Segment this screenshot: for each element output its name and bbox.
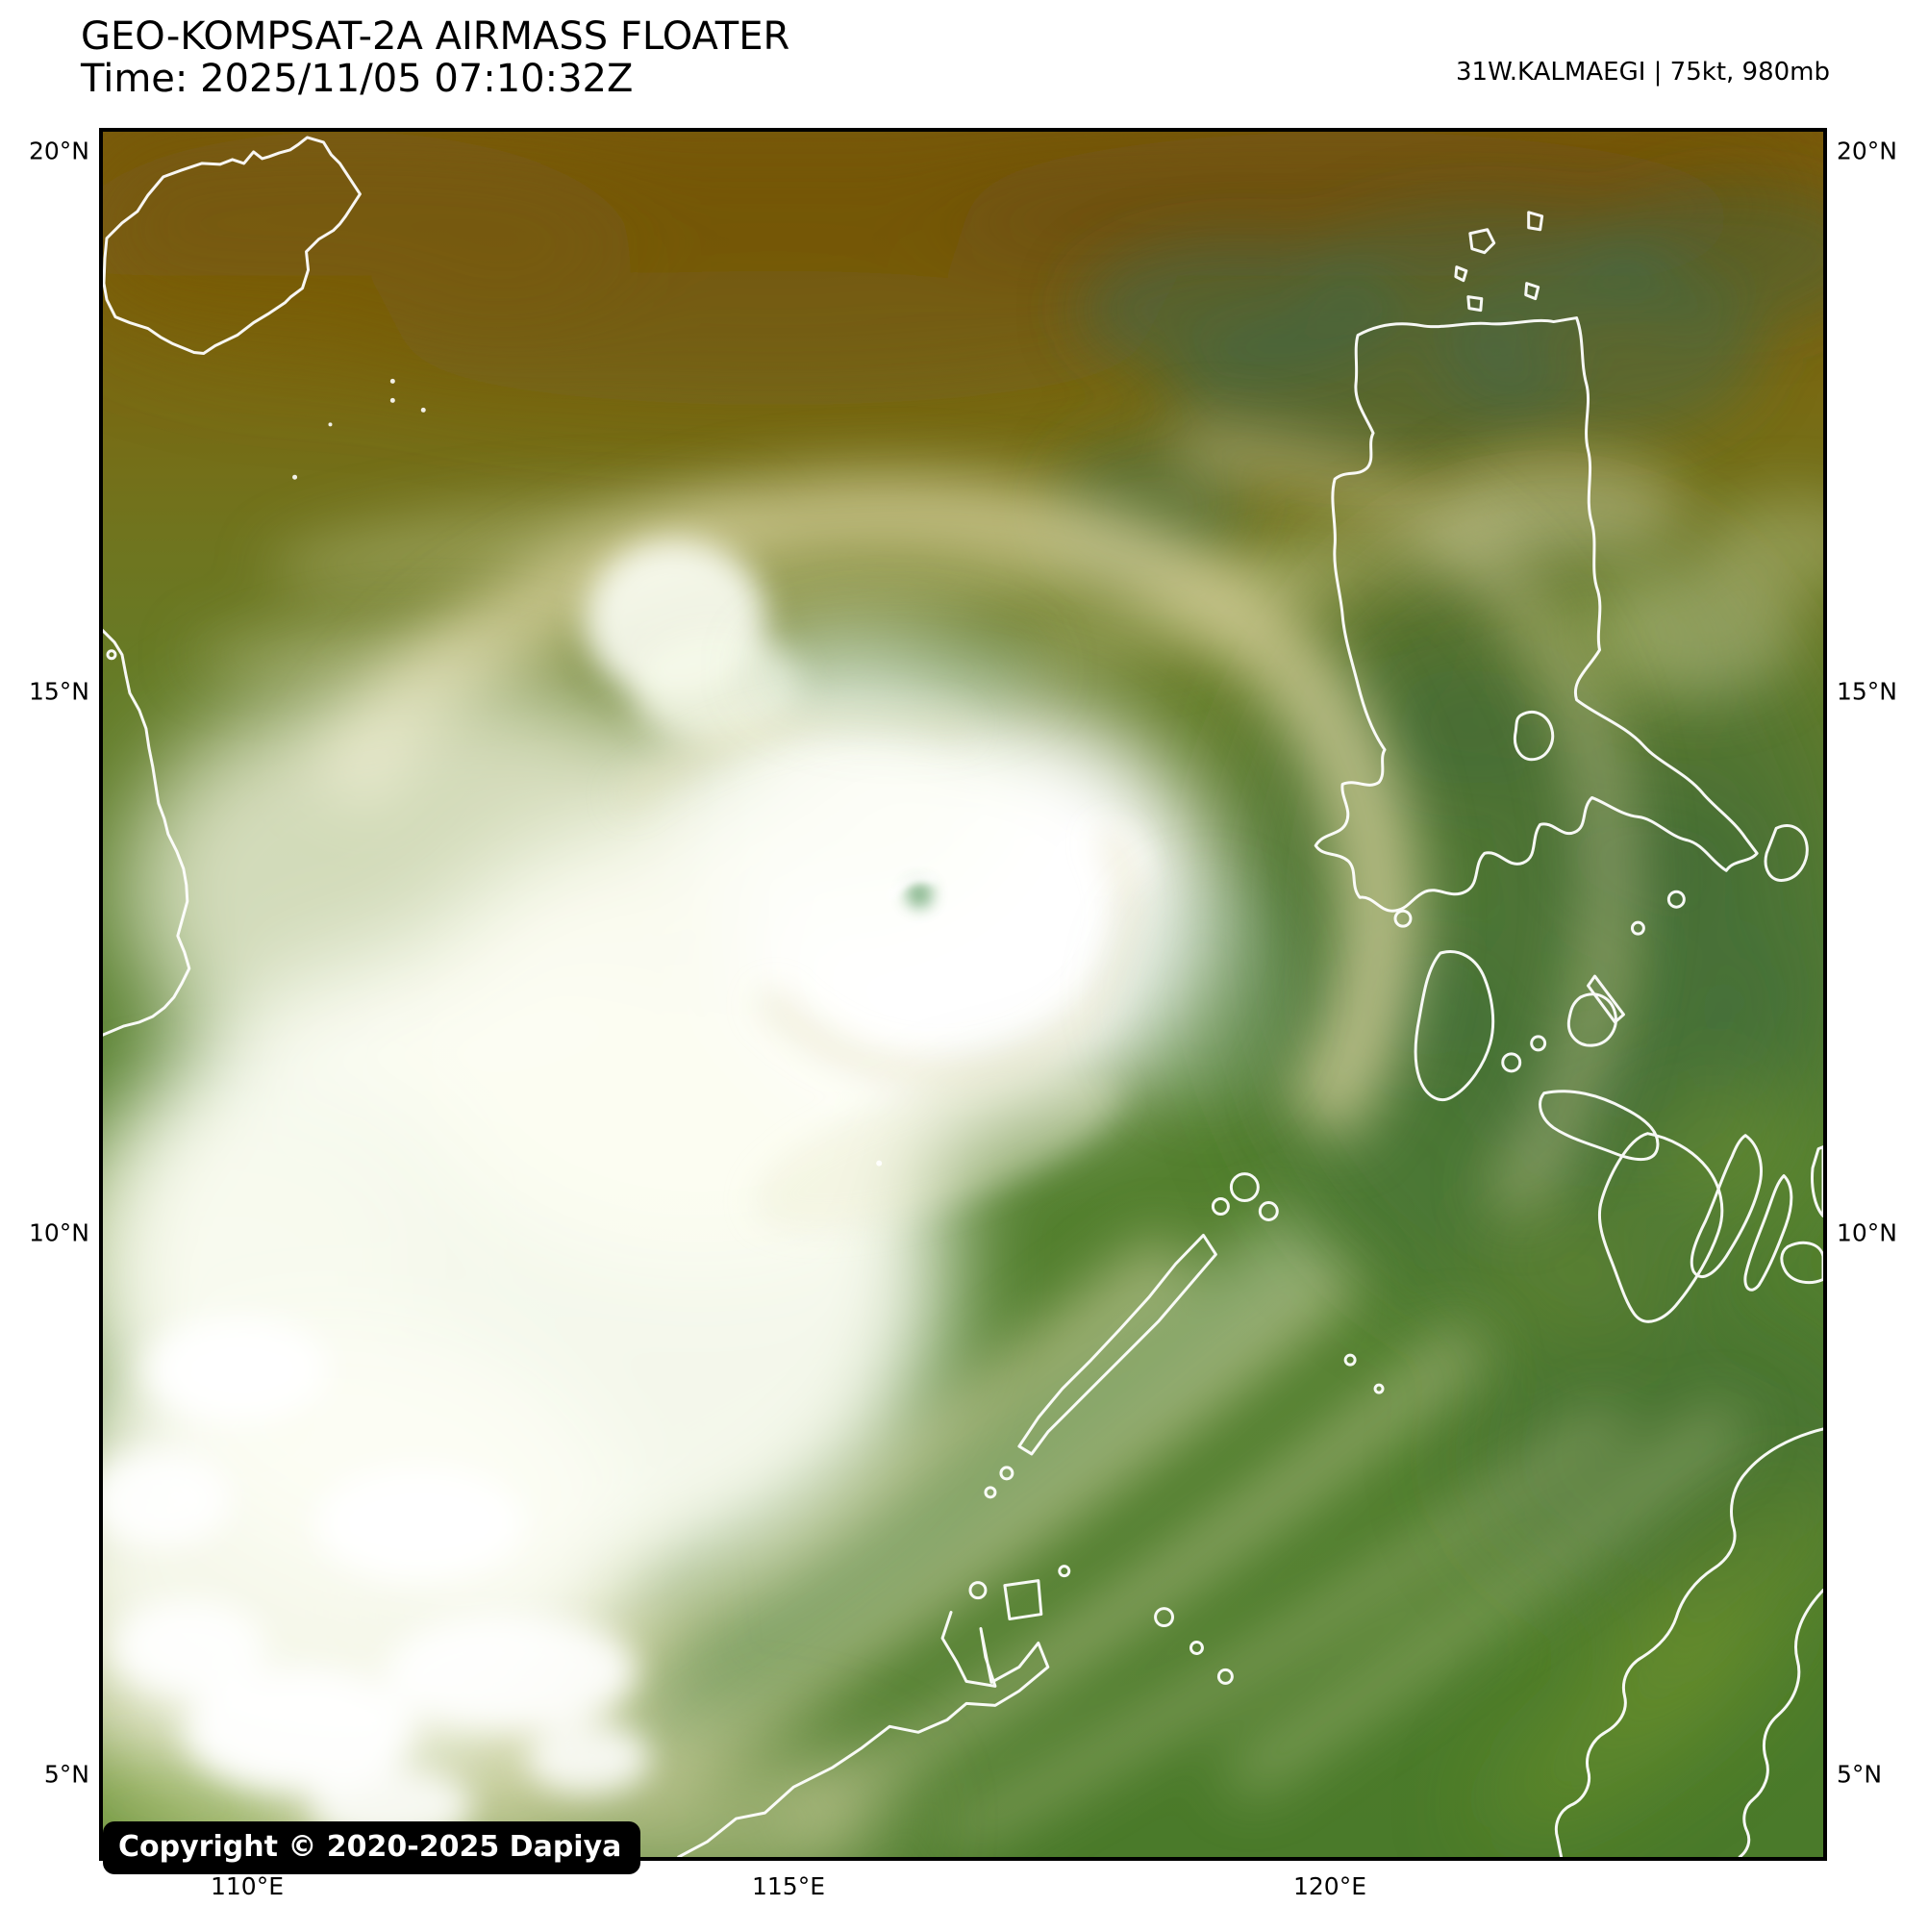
lat-tick-label: 15°N	[1837, 677, 1898, 706]
coast-palawan	[1017, 1233, 1217, 1456]
teal-cloud-patches	[1052, 184, 1823, 578]
storm-info: 31W.KALMAEGI | 75kt, 980mb	[1455, 58, 1830, 87]
teal-tints	[755, 615, 1293, 1111]
coast-negros	[1690, 1134, 1763, 1278]
lon-tick-label: 110°E	[210, 1872, 285, 1900]
lat-tick-label: 5°N	[1837, 1760, 1883, 1789]
coast-borneo	[677, 1611, 1050, 1857]
satellite-scene	[103, 132, 1823, 1857]
outflow-bands	[342, 1202, 1748, 1857]
coast-hainan	[103, 136, 362, 355]
lat-tick-label: 20°N	[28, 137, 89, 165]
lat-tick-label: 5°N	[43, 1760, 89, 1789]
copyright-badge: Copyright © 2020-2025 Dapiya	[103, 1821, 641, 1874]
lat-tick-label: 15°N	[28, 677, 89, 706]
coast-vietnam	[103, 628, 191, 1037]
lat-axis-left: 20°N 15°N 10°N 5°N	[0, 128, 89, 1861]
lat-tick-label: 10°N	[1837, 1218, 1898, 1247]
coast-panay	[1597, 1132, 1724, 1323]
lon-axis-bottom: 110°E 115°E 120°E	[99, 1869, 1827, 1909]
coast-islet	[106, 649, 117, 661]
lat-tick-label: 20°N	[1837, 137, 1898, 165]
coastlines	[103, 136, 1823, 1857]
lat-tick-label: 10°N	[28, 1218, 89, 1247]
lon-tick-label: 120°E	[1292, 1872, 1367, 1900]
lon-tick-label: 115°E	[751, 1872, 826, 1900]
coast-luzon	[1314, 316, 1759, 913]
coast-mindanao	[1554, 1427, 1823, 1857]
page-title: GEO-KOMPSAT-2A AIRMASS FLOATER	[81, 14, 790, 59]
timestamp: Time: 2025/11/05 07:10:32Z	[81, 57, 634, 101]
coast-mindoro	[1414, 950, 1495, 1102]
coast-masbate	[1539, 1090, 1660, 1162]
storm-eye	[886, 873, 939, 909]
satellite-map: Copyright © 2020-2025 Dapiya	[99, 128, 1827, 1874]
dry-air-band	[103, 132, 1823, 406]
cloud-specks	[292, 378, 883, 1167]
lat-axis-right: 20°N 15°N 10°N 5°N	[1837, 128, 1928, 1861]
coast-laguna-lake	[1513, 711, 1555, 762]
